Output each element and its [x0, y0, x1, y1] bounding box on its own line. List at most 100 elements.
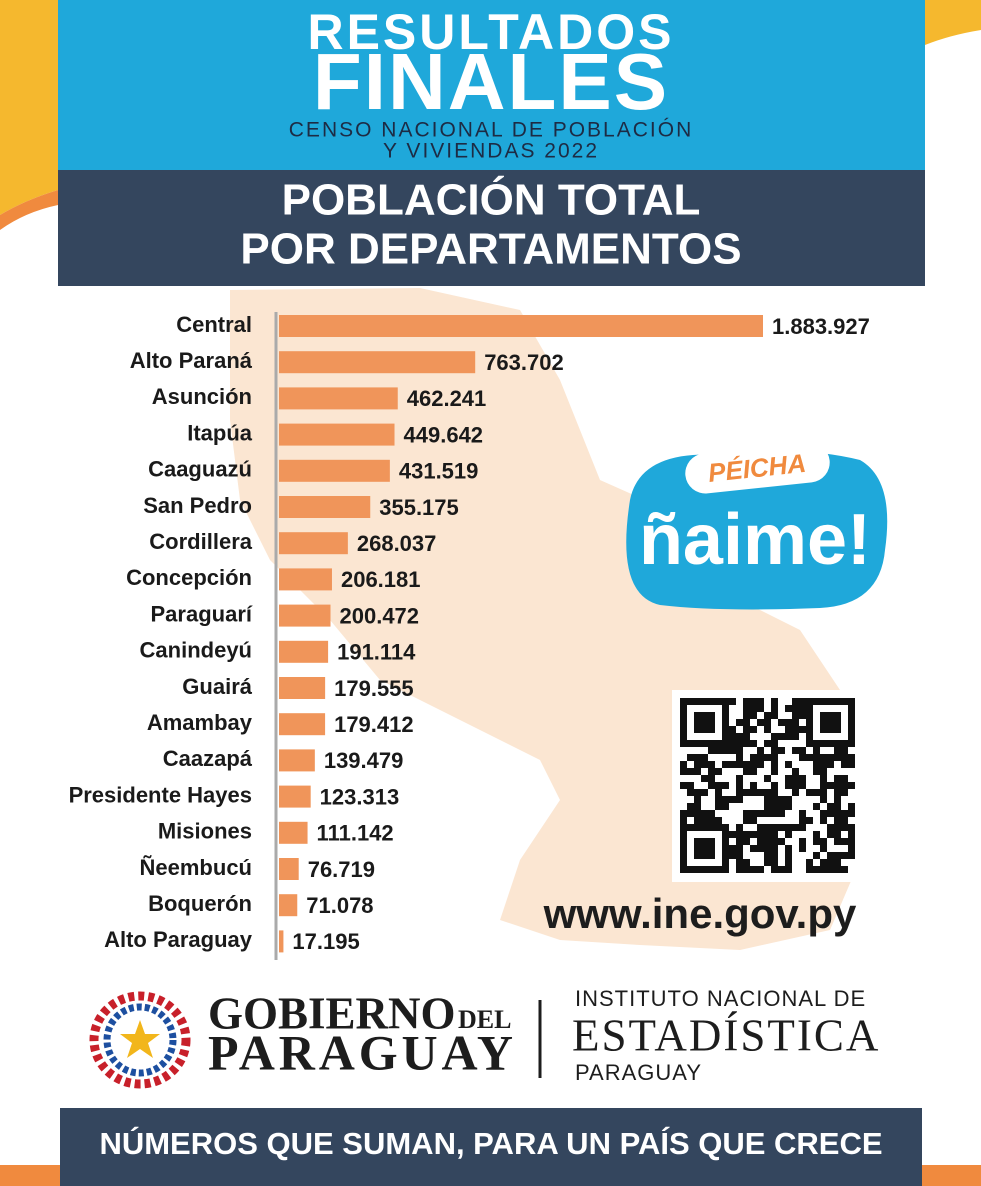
- qr-module: [792, 712, 799, 719]
- qr-module: [792, 789, 799, 796]
- footer-box: [60, 1108, 922, 1186]
- qr-module: [757, 761, 764, 768]
- qr-module: [771, 810, 778, 817]
- qr-module: [834, 796, 841, 803]
- value-label: 449.642: [404, 422, 484, 447]
- qr-module: [729, 796, 736, 803]
- subtitle-line1: CENSO NACIONAL DE POBLACIÓN: [289, 119, 693, 142]
- qr-module: [827, 831, 834, 838]
- qr-module: [806, 817, 813, 824]
- qr-module: [785, 824, 792, 831]
- gobierno-emblem: [89, 991, 191, 1089]
- qr-module: [729, 733, 736, 740]
- qr-module: [757, 747, 764, 754]
- qr-module: [827, 754, 834, 761]
- qr-module: [799, 817, 806, 824]
- qr-module: [743, 810, 750, 817]
- qr-module: [736, 782, 743, 789]
- qr-module: [848, 852, 855, 859]
- category-label: San Pedro: [143, 493, 252, 518]
- qr-module: [841, 775, 848, 782]
- qr-module: [764, 796, 771, 803]
- qr-module: [848, 831, 855, 838]
- bar: [279, 677, 326, 699]
- qr-module: [841, 866, 848, 873]
- qr-module: [736, 859, 743, 866]
- qr-module: [736, 740, 743, 747]
- qr-module: [764, 719, 771, 726]
- qr-module: [806, 789, 813, 796]
- qr-finder: [694, 712, 715, 733]
- qr-module: [841, 838, 848, 845]
- qr-module: [820, 859, 827, 866]
- qr-finder: [680, 824, 729, 873]
- qr-module: [813, 852, 820, 859]
- qr-module: [729, 761, 736, 768]
- qr-module: [785, 761, 792, 768]
- qr-module: [813, 754, 820, 761]
- qr-module: [757, 705, 764, 712]
- qr-module: [792, 719, 799, 726]
- qr-module: [827, 852, 834, 859]
- qr-module: [743, 789, 750, 796]
- value-label: 355.175: [379, 495, 459, 520]
- qr-module: [764, 740, 771, 747]
- qr-module: [715, 803, 722, 810]
- qr-module: [834, 789, 841, 796]
- category-label: Paraguarí: [151, 601, 253, 626]
- qr-module: [785, 831, 792, 838]
- qr-module: [750, 817, 757, 824]
- qr-module: [841, 754, 848, 761]
- qr-module: [715, 796, 722, 803]
- qr-module: [785, 852, 792, 859]
- qr-module: [729, 740, 736, 747]
- qr-module: [799, 754, 806, 761]
- qr-module: [687, 789, 694, 796]
- qr-module: [771, 733, 778, 740]
- qr-module: [694, 803, 701, 810]
- qr-module: [827, 803, 834, 810]
- qr-module: [680, 782, 687, 789]
- campaign-blob: [626, 451, 888, 610]
- qr-module: [764, 803, 771, 810]
- qr-module: [834, 754, 841, 761]
- qr-module: [750, 831, 757, 838]
- qr-finder: [694, 838, 715, 859]
- qr-module: [764, 726, 771, 733]
- qr-module: [757, 789, 764, 796]
- value-label: 179.412: [334, 712, 414, 737]
- qr-module: [806, 866, 813, 873]
- qr-module: [841, 782, 848, 789]
- qr-module: [834, 747, 841, 754]
- qr-module: [806, 859, 813, 866]
- qr-module: [771, 712, 778, 719]
- qr-module: [680, 761, 687, 768]
- qr-module: [848, 754, 855, 761]
- qr-module: [708, 782, 715, 789]
- bar: [279, 423, 395, 446]
- qr-module: [764, 789, 771, 796]
- category-label: Central: [176, 312, 252, 337]
- qr-module: [820, 761, 827, 768]
- qr-module: [694, 761, 701, 768]
- qr-module: [694, 810, 701, 817]
- campaign-tag: [685, 442, 830, 494]
- bar: [279, 930, 284, 953]
- qr-module: [708, 761, 715, 768]
- bar: [279, 713, 326, 736]
- qr-module: [792, 747, 799, 754]
- qr-module: [736, 845, 743, 852]
- qr-module: [813, 838, 820, 845]
- qr-module: [750, 761, 757, 768]
- qr-module: [799, 698, 806, 705]
- qr-module: [680, 768, 687, 775]
- qr-module: [750, 726, 757, 733]
- qr-module: [820, 810, 827, 817]
- qr-module: [708, 768, 715, 775]
- qr-module: [834, 824, 841, 831]
- bar: [279, 532, 348, 555]
- qr-module: [736, 719, 743, 726]
- qr-finder: [806, 698, 855, 747]
- qr-module: [750, 740, 757, 747]
- qr-module: [736, 775, 743, 782]
